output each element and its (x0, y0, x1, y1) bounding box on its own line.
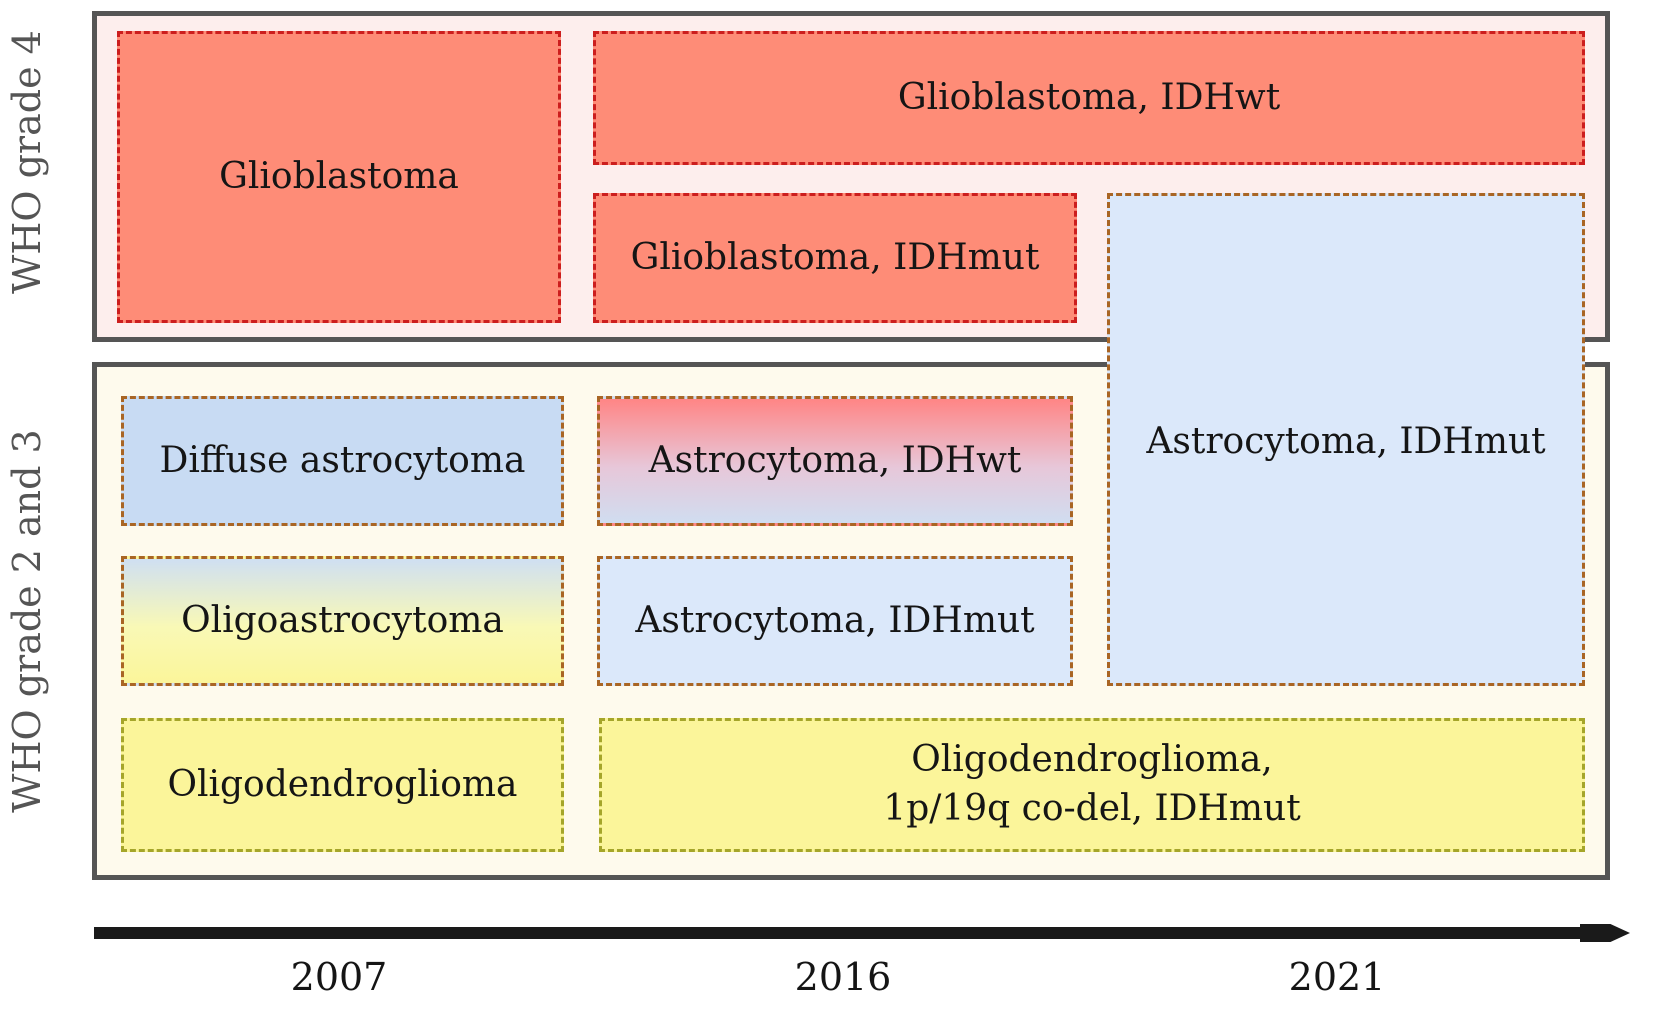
glioblastoma-idhmut-box: Glioblastoma, IDHmut (593, 193, 1077, 323)
timeline-arrow (94, 924, 1630, 942)
grade23-side-label: WHO grade 2 and 3 (5, 429, 49, 813)
astrocytoma-idhmut-2021-box: Astrocytoma, IDHmut (1107, 193, 1585, 686)
timeline-arrowhead (1580, 924, 1630, 942)
year-label-2007: 2007 (290, 955, 388, 999)
timeline-shaft (94, 927, 1594, 939)
oligoastrocytoma-box: Oligoastrocytoma (121, 556, 564, 686)
diffuse-astrocytoma-box: Diffuse astrocytoma (121, 396, 564, 526)
astrocytoma-idhwt-box: Astrocytoma, IDHwt (597, 396, 1073, 526)
glioblastoma-box: Glioblastoma (117, 31, 561, 323)
year-label-2016: 2016 (794, 955, 892, 999)
year-label-2021: 2021 (1288, 955, 1386, 999)
glioblastoma-idhwt-box: Glioblastoma, IDHwt (593, 31, 1585, 165)
oligodendroglioma-codel-box: Oligodendroglioma, 1p/19q co-del, IDHmut (599, 718, 1585, 852)
astrocytoma-idhmut-2016-box: Astrocytoma, IDHmut (597, 556, 1073, 686)
grade4-side-label: WHO grade 4 (5, 30, 49, 294)
oligodendroglioma-box: Oligodendroglioma (121, 718, 564, 852)
